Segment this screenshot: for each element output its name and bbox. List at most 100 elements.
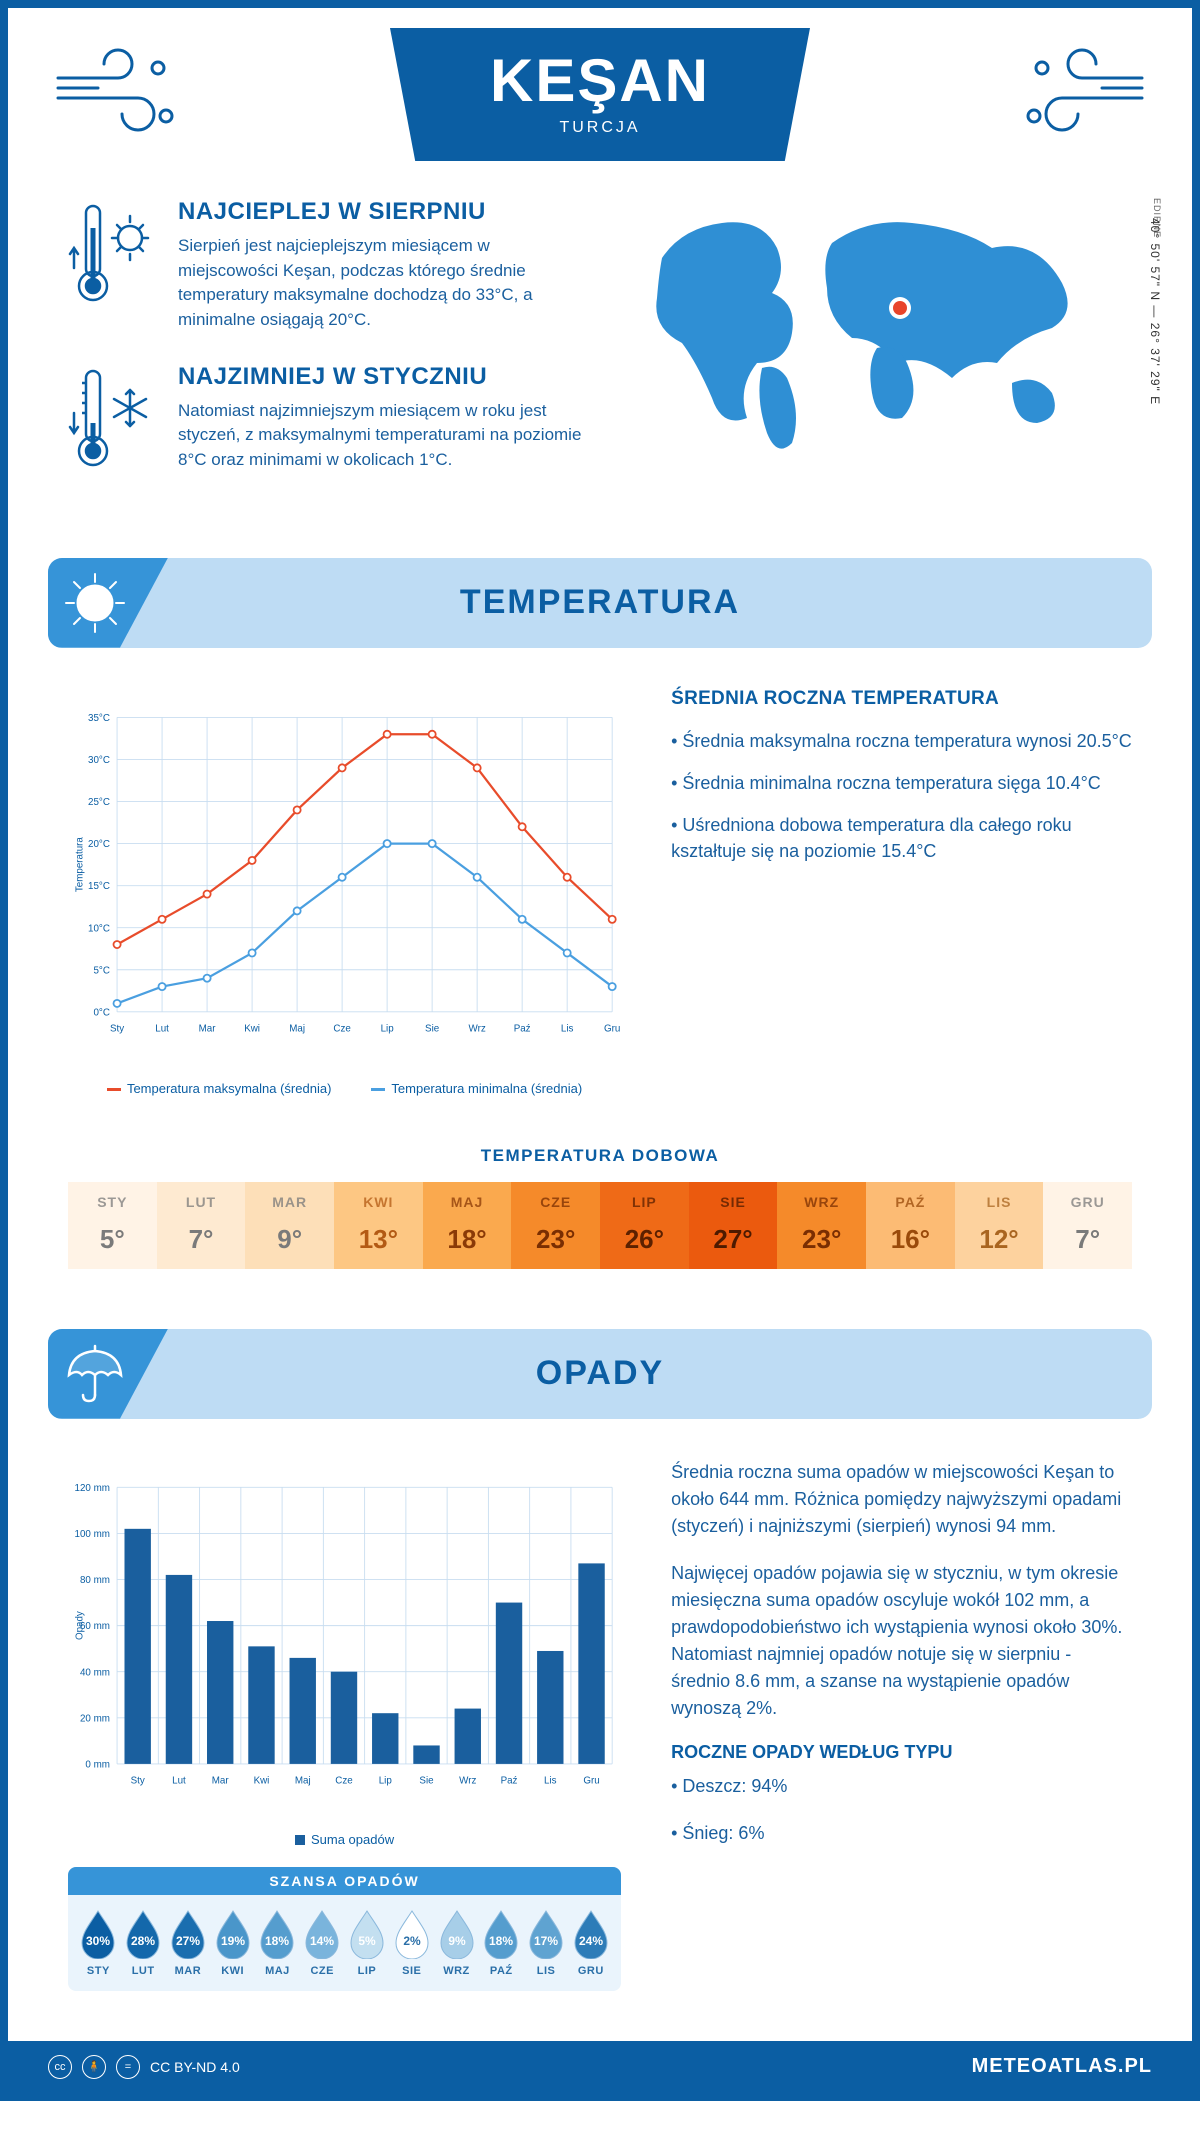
temperature-summary: ŚREDNIA ROCZNA TEMPERATURA • Średnia mak…: [671, 688, 1132, 1096]
svg-text:80 mm: 80 mm: [80, 1575, 110, 1586]
license: cc 🧍 = CC BY-ND 4.0: [48, 2055, 240, 2079]
svg-text:Lis: Lis: [544, 1775, 557, 1786]
svg-text:Cze: Cze: [335, 1775, 353, 1786]
chance-drop: 5% LIP: [345, 1907, 390, 1977]
precipitation-bar-chart: 0 mm20 mm40 mm60 mm80 mm100 mm120 mmStyL…: [68, 1459, 621, 1991]
license-text: CC BY-ND 4.0: [150, 2059, 240, 2075]
hot-text: Sierpień jest najcieplejszym miesiącem w…: [178, 234, 592, 333]
svg-text:Lip: Lip: [381, 1023, 395, 1034]
cold-title: NAJZIMNIEJ W STYCZNIU: [178, 363, 592, 391]
precipitation-chance-box: SZANSA OPADÓW 30% STY 28% LUT 27% MAR 19…: [68, 1867, 621, 1991]
daily-temperature-strip: TEMPERATURA DOBOWA STY5°LUT7°MAR9°KWI13°…: [8, 1116, 1192, 1309]
svg-text:5%: 5%: [358, 1934, 376, 1948]
temp-cell: STY5°: [68, 1182, 157, 1269]
temp-cell: WRZ23°: [777, 1182, 866, 1269]
precipitation-title: OPADY: [536, 1354, 664, 1393]
svg-text:Maj: Maj: [289, 1023, 305, 1034]
precip-legend: Suma opadów: [68, 1832, 621, 1847]
svg-text:18%: 18%: [265, 1934, 289, 1948]
svg-text:Mar: Mar: [212, 1775, 230, 1786]
svg-text:35°C: 35°C: [88, 713, 110, 724]
svg-text:28%: 28%: [131, 1934, 155, 1948]
by-icon: 🧍: [82, 2055, 106, 2079]
svg-text:Gru: Gru: [604, 1023, 620, 1034]
temp-cell: LIS12°: [955, 1182, 1044, 1269]
temp-cell: MAR9°: [245, 1182, 334, 1269]
svg-text:10°C: 10°C: [88, 923, 110, 934]
daily-temp-title: TEMPERATURA DOBOWA: [68, 1146, 1132, 1166]
svg-text:30%: 30%: [86, 1934, 110, 1948]
svg-text:27%: 27%: [176, 1934, 200, 1948]
svg-text:2%: 2%: [403, 1934, 421, 1948]
svg-text:9%: 9%: [448, 1934, 466, 1948]
temp-cell: SIE27°: [689, 1182, 778, 1269]
svg-text:0 mm: 0 mm: [85, 1759, 109, 1770]
svg-text:14%: 14%: [310, 1934, 334, 1948]
temp-cell: MAJ18°: [423, 1182, 512, 1269]
svg-text:25°C: 25°C: [88, 797, 110, 808]
hot-title: NAJCIEPLEJ W SIERPNIU: [178, 198, 592, 226]
precip-legend-label: Suma opadów: [311, 1832, 394, 1847]
temp-cell: CZE23°: [511, 1182, 600, 1269]
svg-text:Gru: Gru: [583, 1775, 599, 1786]
svg-text:40 mm: 40 mm: [80, 1667, 110, 1678]
header: KEŞAN TURCJA: [8, 8, 1192, 188]
thermometer-hot-icon: [68, 198, 158, 333]
svg-text:0°C: 0°C: [93, 1007, 109, 1018]
svg-text:Paź: Paź: [501, 1775, 518, 1786]
precip-p1: Średnia roczna suma opadów w miejscowośc…: [671, 1459, 1132, 1540]
svg-text:15°C: 15°C: [88, 881, 110, 892]
footer: cc 🧍 = CC BY-ND 4.0 METEOATLAS.PL: [8, 2041, 1192, 2093]
svg-text:Temperatura: Temperatura: [74, 836, 85, 892]
temp-cell: KWI13°: [334, 1182, 423, 1269]
svg-text:Wrz: Wrz: [459, 1775, 476, 1786]
svg-text:20 mm: 20 mm: [80, 1713, 110, 1724]
temp-cell: LUT7°: [157, 1182, 246, 1269]
svg-text:120 mm: 120 mm: [75, 1482, 110, 1493]
hottest-block: NAJCIEPLEJ W SIERPNIU Sierpień jest najc…: [68, 198, 592, 333]
nd-icon: =: [116, 2055, 140, 2079]
temp-cell: LIP26°: [600, 1182, 689, 1269]
world-map: EDIRNE 40° 50' 57" N — 26° 37' 29" E: [632, 198, 1132, 508]
svg-text:Opady: Opady: [74, 1611, 85, 1640]
temp-side-title: ŚREDNIA ROCZNA TEMPERATURA: [671, 688, 1132, 710]
svg-text:Lut: Lut: [155, 1023, 169, 1034]
precip-type-2: • Śnieg: 6%: [671, 1820, 1132, 1847]
wind-icon: [1012, 38, 1152, 153]
cc-icon: cc: [48, 2055, 72, 2079]
svg-text:100 mm: 100 mm: [75, 1529, 110, 1540]
svg-text:Sty: Sty: [131, 1775, 145, 1786]
precip-p2: Najwięcej opadów pojawia się w styczniu,…: [671, 1560, 1132, 1722]
chance-drop: 24% GRU: [568, 1907, 613, 1977]
chance-drop: 14% CZE: [300, 1907, 345, 1977]
thermometer-cold-icon: [68, 363, 158, 478]
umbrella-icon: [48, 1329, 168, 1419]
svg-text:Sie: Sie: [425, 1023, 440, 1034]
chance-drop: 19% KWI: [210, 1907, 255, 1977]
precip-type-1: • Deszcz: 94%: [671, 1773, 1132, 1800]
coldest-block: NAJZIMNIEJ W STYCZNIU Natomiast najzimni…: [68, 363, 592, 478]
svg-text:Cze: Cze: [333, 1023, 351, 1034]
temperature-section-header: TEMPERATURA: [48, 558, 1152, 648]
title-banner: KEŞAN TURCJA: [390, 28, 810, 161]
svg-text:Mar: Mar: [199, 1023, 217, 1034]
chance-title: SZANSA OPADÓW: [68, 1867, 621, 1895]
svg-text:Sie: Sie: [419, 1775, 434, 1786]
chance-drop: 28% LUT: [121, 1907, 166, 1977]
chance-drop: 27% MAR: [166, 1907, 211, 1977]
precipitation-summary: Średnia roczna suma opadów w miejscowośc…: [671, 1459, 1132, 1991]
intro-section: NAJCIEPLEJ W SIERPNIU Sierpień jest najc…: [8, 188, 1192, 538]
sun-icon: [48, 558, 168, 648]
temperature-title: TEMPERATURA: [460, 583, 740, 622]
svg-text:Maj: Maj: [295, 1775, 311, 1786]
cold-text: Natomiast najzimniejszym miesiącem w rok…: [178, 399, 592, 473]
svg-text:17%: 17%: [534, 1934, 558, 1948]
svg-text:Lis: Lis: [561, 1023, 574, 1034]
temp-bullet-1: • Średnia maksymalna roczna temperatura …: [671, 728, 1132, 754]
legend-min: Temperatura minimalna (średnia): [391, 1081, 582, 1096]
svg-text:Kwi: Kwi: [254, 1775, 270, 1786]
temp-cell: PAŹ16°: [866, 1182, 955, 1269]
site-name: METEOATLAS.PL: [972, 2055, 1152, 2078]
svg-text:24%: 24%: [579, 1934, 603, 1948]
country-name: TURCJA: [390, 119, 810, 137]
